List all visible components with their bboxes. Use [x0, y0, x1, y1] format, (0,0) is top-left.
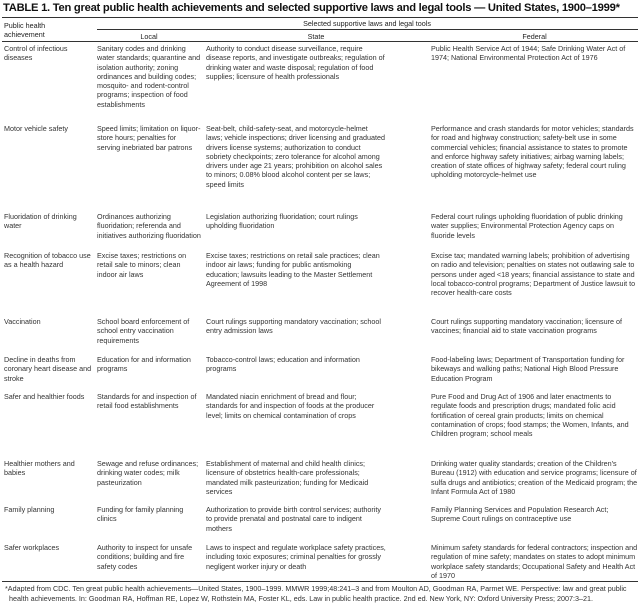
header-group: Selected supportive laws and legal tools — [303, 19, 431, 28]
cell-achievement: Control of infectious diseases — [4, 44, 68, 63]
header-achievement: Public health achievement — [4, 21, 46, 39]
cell-federal: Performance and crash standards for moto… — [431, 124, 634, 180]
cell-state: Court rulings supporting mandatory vacci… — [206, 317, 381, 336]
cell-state: Mandated niacin enrichment of bread and … — [206, 392, 375, 420]
divider — [97, 29, 638, 30]
cell-achievement: Recognition of tobacco use as a health h… — [4, 251, 91, 270]
cell-state: Authority to conduct disease surveillanc… — [206, 44, 385, 81]
cell-local: Sewage and refuse ordinances; drinking w… — [97, 459, 199, 487]
divider — [2, 581, 638, 582]
cell-federal: Drinking water quality standards; creati… — [431, 459, 638, 496]
cell-state: Laws to inspect and regulate workplace s… — [206, 543, 386, 571]
cell-federal: Family Planning Services and Population … — [431, 505, 609, 524]
cell-achievement: Vaccination — [4, 317, 41, 326]
cell-federal: Public Health Service Act of 1944; Safe … — [431, 44, 626, 63]
cell-local: Ordinances authorizing fluoridation; ref… — [97, 212, 201, 240]
cell-achievement: Safer workplaces — [4, 543, 60, 552]
cell-state: Legislation authorizing fluoridation; co… — [206, 212, 358, 231]
cell-achievement: Healthier mothers and babies — [4, 459, 75, 478]
cell-state: Seat-belt, child-safety-seat, and motorc… — [206, 124, 385, 189]
header-federal: Federal — [522, 32, 547, 41]
cell-local: Authority to inspect for unsafe conditio… — [97, 543, 193, 571]
cell-state: Authorization to provide birth control s… — [206, 505, 381, 533]
cell-federal: Court rulings supporting mandatory vacci… — [431, 317, 622, 336]
cell-state: Tobacco-control laws; education and info… — [206, 355, 360, 374]
cell-state: Excise taxes; restrictions on retail sal… — [206, 251, 380, 288]
cell-local: Funding for family planning clinics — [97, 505, 184, 524]
cell-local: Standards for and inspection of retail f… — [97, 392, 197, 411]
cell-local: School board enforcement of school entry… — [97, 317, 190, 345]
cell-local: Speed limits; limitation on liquor-store… — [97, 124, 201, 152]
cell-federal: Minimum safety standards for federal con… — [431, 543, 638, 580]
cell-achievement: Safer and healthier foods — [4, 392, 85, 401]
table-title: TABLE 1. Ten great public health achieve… — [3, 2, 620, 14]
cell-achievement: Motor vehicle safety — [4, 124, 68, 133]
divider — [2, 17, 638, 18]
cell-federal: Food-labeling laws; Department of Transp… — [431, 355, 625, 383]
header-state: State — [307, 32, 325, 41]
cell-achievement: Family planning — [4, 505, 55, 514]
cell-local: Sanitary codes and drinking water standa… — [97, 44, 201, 109]
header-local: Local — [140, 32, 158, 41]
cell-achievement: Fluoridation of drinking water — [4, 212, 77, 231]
cell-local: Education for and information programs — [97, 355, 191, 374]
divider — [2, 41, 638, 42]
footnote: *Adapted from CDC. Ten great public heal… — [5, 584, 627, 603]
cell-achievement: Decline in deaths from coronary heart di… — [4, 355, 92, 383]
cell-federal: Excise tax; mandated warning labels; pro… — [431, 251, 636, 298]
cell-local: Excise taxes; restrictions on retail sal… — [97, 251, 187, 279]
cell-state: Establishment of maternal and child heal… — [206, 459, 369, 496]
cell-federal: Federal court rulings upholding fluorida… — [431, 212, 623, 240]
cell-federal: Pure Food and Drug Act of 1906 and later… — [431, 392, 629, 439]
